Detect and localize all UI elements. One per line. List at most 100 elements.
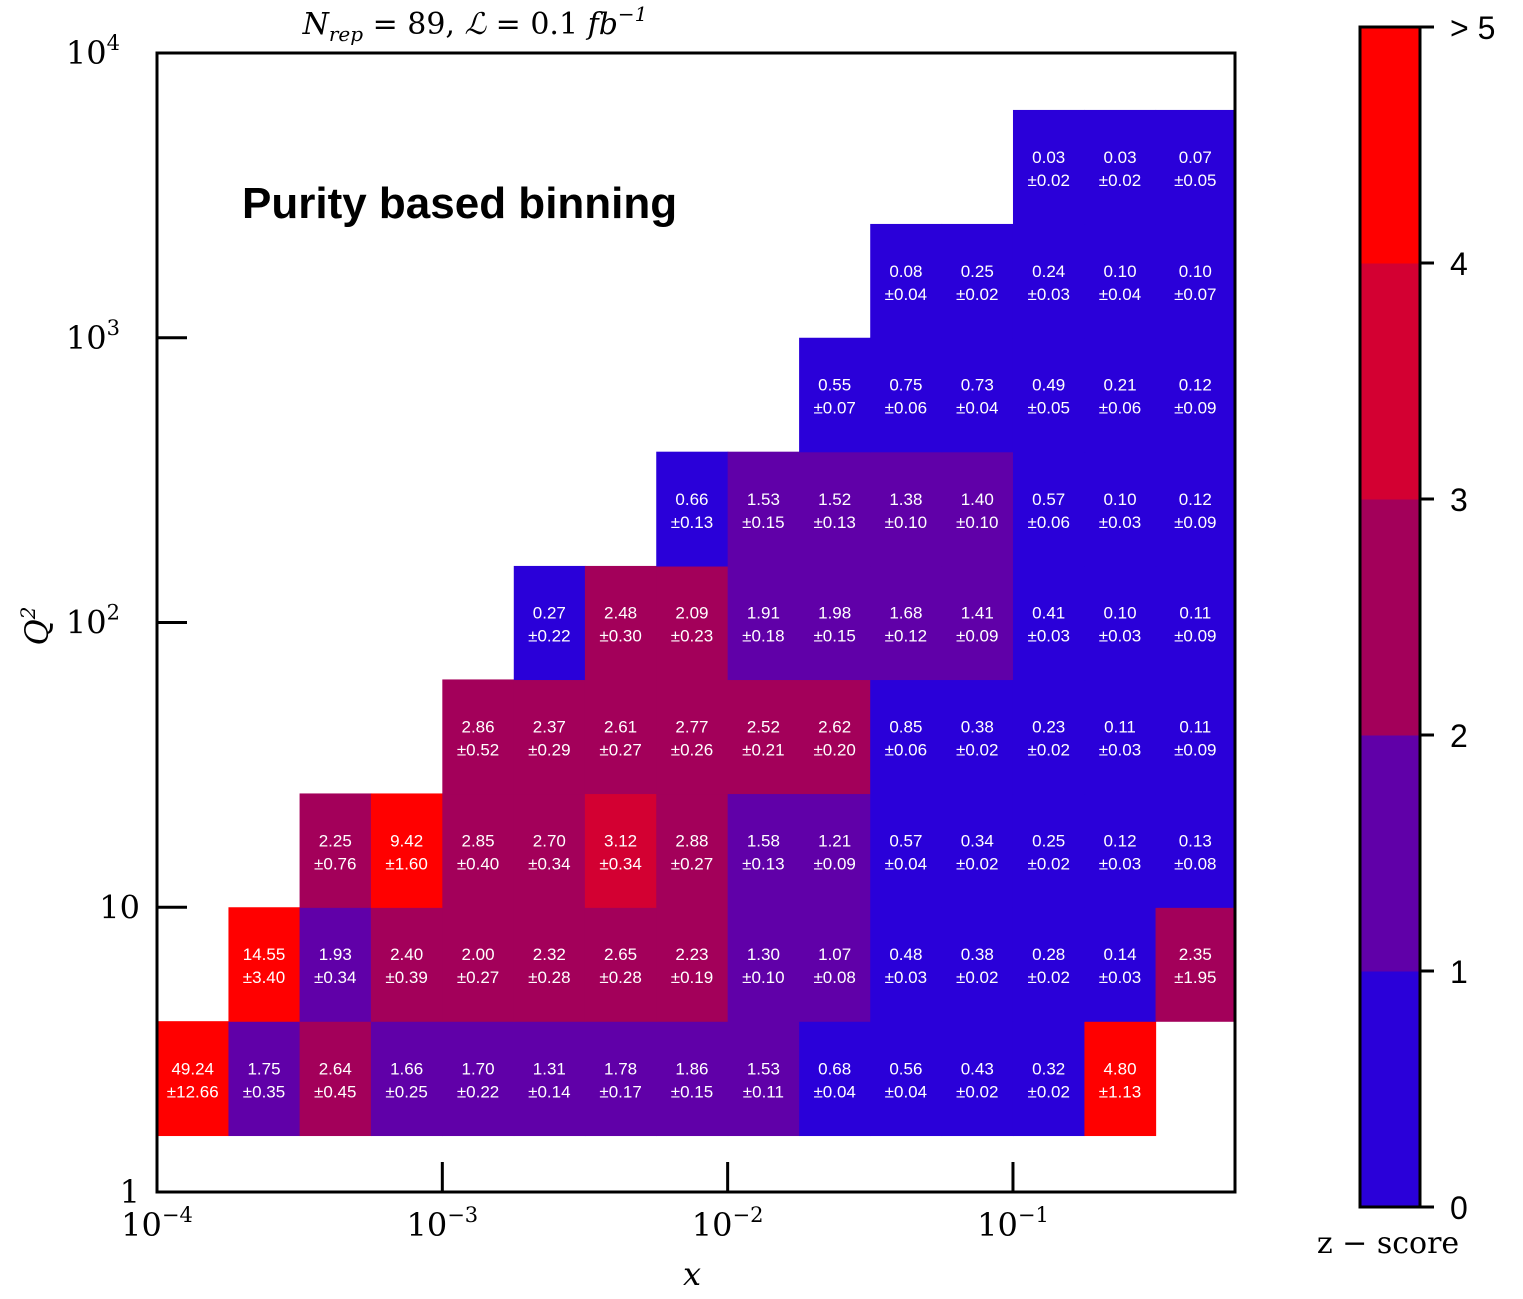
cell-value-label: 1.21 xyxy=(818,831,851,850)
cell-value-label: 0.48 xyxy=(889,945,922,964)
cell-value-label: 4.80 xyxy=(1103,1059,1136,1078)
cell-value-label: 2.25 xyxy=(319,831,352,850)
heatmap-cell xyxy=(1155,793,1236,908)
cell-value-label: 0.66 xyxy=(675,490,708,509)
cell-error-label: ±0.26 xyxy=(671,740,713,759)
cell-error-label: ±0.02 xyxy=(1027,171,1069,190)
cell-value-label: 2.61 xyxy=(604,717,637,736)
heatmap-cell xyxy=(584,679,657,795)
cell-error-label: ±0.13 xyxy=(813,513,855,532)
heatmap-cell xyxy=(1012,565,1086,681)
y-tick-label: 104 xyxy=(66,31,120,72)
cell-error-label: ±0.03 xyxy=(1099,627,1141,646)
cell-error-label: ±0.07 xyxy=(1174,285,1216,304)
cell-value-label: 2.62 xyxy=(818,717,851,736)
cell-error-label: ±0.11 xyxy=(743,1082,784,1101)
x-tick-label: 10−1 xyxy=(977,1203,1049,1244)
cell-value-label: 1.98 xyxy=(818,604,851,623)
cell-value-label: 2.88 xyxy=(675,831,708,850)
cell-value-label: 2.65 xyxy=(604,945,637,964)
title-lum: ℒ xyxy=(465,7,488,42)
cell-error-label: ±0.02 xyxy=(956,968,998,987)
cell-error-label: ±0.09 xyxy=(1174,513,1216,532)
heatmap-cell-labels: 49.24 ±12.66 1.75 ±0.35 2.64 ±0.45 1.66 ±0.25 1.… xyxy=(167,148,1217,1101)
heatmap-cell xyxy=(799,565,871,681)
cell-error-label: ±0.04 xyxy=(956,399,998,418)
cell-error-label: ±0.10 xyxy=(742,968,784,987)
heatmap-cell xyxy=(513,1021,586,1137)
title-n-sub: rep xyxy=(329,22,363,46)
cell-value-label: 1.38 xyxy=(889,490,922,509)
heatmap-cell xyxy=(442,679,515,795)
cell-error-label: ±0.27 xyxy=(671,854,713,873)
x-tick-label: 10−2 xyxy=(692,1203,764,1244)
y-tick-label: 103 xyxy=(66,316,120,357)
heatmap-cell xyxy=(1084,793,1157,908)
cell-error-label: ±0.27 xyxy=(599,740,641,759)
heatmap-cell xyxy=(941,337,1014,453)
cell-error-label: ±0.14 xyxy=(528,1082,570,1101)
heatmap-cell xyxy=(870,223,943,339)
y-axis-label-sup: 2 xyxy=(16,607,40,621)
cell-value-label: 14.55 xyxy=(243,945,286,964)
colorbar: 0 1 2 3 4 > 5 xyxy=(1358,10,1495,1226)
cell-error-label: ±0.18 xyxy=(742,627,784,646)
heatmap-cell xyxy=(228,1021,301,1137)
cell-error-label: ±0.21 xyxy=(742,740,784,759)
cell-value-label: 0.10 xyxy=(1103,262,1136,281)
cell-value-label: 2.52 xyxy=(747,717,780,736)
heatmap-cell xyxy=(1012,793,1086,908)
cell-error-label: ±0.76 xyxy=(314,854,356,873)
cell-value-label: 0.11 xyxy=(1179,717,1211,736)
cell-value-label: 0.07 xyxy=(1179,148,1212,167)
cell-value-label: 1.66 xyxy=(390,1059,423,1078)
heatmap-cell xyxy=(1084,109,1157,225)
heatmap-cell xyxy=(799,337,871,453)
heatmap-cell xyxy=(370,907,443,1022)
cell-error-label: ±0.02 xyxy=(1027,968,1069,987)
cell-value-label: 2.70 xyxy=(533,831,566,850)
cell-error-label: ±0.06 xyxy=(1099,399,1141,418)
cell-error-label: ±0.08 xyxy=(1174,854,1216,873)
cell-value-label: 49.24 xyxy=(171,1059,214,1078)
cell-error-label: ±0.34 xyxy=(599,854,641,873)
cell-value-label: 0.10 xyxy=(1103,490,1136,509)
cell-value-label: 0.57 xyxy=(889,831,922,850)
heatmap-cell xyxy=(656,565,729,681)
heatmap-cell xyxy=(870,451,943,567)
cell-value-label: 2.77 xyxy=(675,717,708,736)
colorbar-tick-label: 4 xyxy=(1450,246,1468,282)
heatmap-cell xyxy=(656,679,729,795)
cell-error-label: ±0.02 xyxy=(956,854,998,873)
cell-error-label: ±0.22 xyxy=(528,627,570,646)
cell-value-label: 2.40 xyxy=(390,945,423,964)
heatmap-cell xyxy=(1084,907,1157,1022)
cell-error-label: ±0.29 xyxy=(528,740,570,759)
cell-error-label: ±0.20 xyxy=(813,740,855,759)
colorbar-segment xyxy=(1360,263,1420,500)
cell-error-label: ±0.03 xyxy=(1027,285,1069,304)
heatmap-cell xyxy=(1155,565,1236,681)
cell-value-label: 0.73 xyxy=(961,376,994,395)
title-unit-sup: −1 xyxy=(618,2,647,26)
heatmap-cell xyxy=(442,793,515,908)
cell-error-label: ±0.30 xyxy=(599,627,641,646)
cell-error-label: ±0.19 xyxy=(671,968,713,987)
cell-error-label: ±12.66 xyxy=(167,1082,219,1101)
cell-value-label: 0.12 xyxy=(1179,490,1212,509)
cell-error-label: ±0.45 xyxy=(314,1082,356,1101)
title-unit: fb xyxy=(586,7,618,42)
colorbar-label: z − score xyxy=(1317,1226,1459,1261)
heatmap-cell xyxy=(1012,679,1086,795)
cell-error-label: ±0.09 xyxy=(813,854,855,873)
heatmap-cell xyxy=(513,793,586,908)
cell-error-label: ±1.13 xyxy=(1099,1082,1141,1101)
heatmap-cell xyxy=(1012,337,1086,453)
cell-value-label: 0.10 xyxy=(1179,262,1212,281)
cell-value-label: 0.68 xyxy=(818,1059,851,1078)
cell-value-label: 0.32 xyxy=(1032,1059,1065,1078)
cell-error-label: ±0.35 xyxy=(243,1082,285,1101)
x-axis-label: x xyxy=(683,1255,701,1293)
heatmap-cell xyxy=(1012,907,1086,1022)
